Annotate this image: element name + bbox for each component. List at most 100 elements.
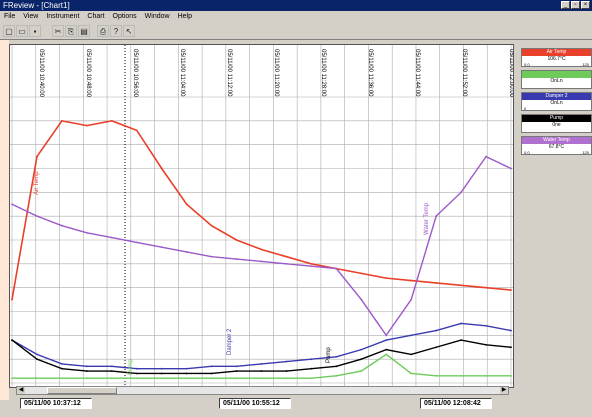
data-point bbox=[510, 346, 512, 349]
timestamp-cursor: 05/11/00 10:55:12 bbox=[219, 398, 291, 409]
menu-bar: File View Instrument Chart Options Windo… bbox=[0, 11, 592, 31]
data-point bbox=[385, 348, 388, 351]
data-point bbox=[160, 377, 163, 380]
data-point bbox=[210, 224, 213, 227]
data-point bbox=[285, 377, 288, 380]
data-point bbox=[435, 346, 438, 349]
data-point bbox=[335, 374, 338, 377]
restore-button[interactable]: ▫ bbox=[571, 1, 580, 9]
legend-water-temp[interactable]: Water Temp 67.8°C 0.0 120 bbox=[521, 136, 592, 155]
legend-name bbox=[522, 71, 591, 78]
data-point bbox=[310, 262, 313, 265]
data-point bbox=[135, 377, 138, 380]
time-tick-label: 05/11/00 11:28:00 bbox=[320, 49, 326, 97]
data-point bbox=[410, 372, 413, 375]
data-point bbox=[110, 370, 113, 372]
data-point bbox=[310, 377, 313, 380]
copy-icon[interactable]: ⎘ bbox=[65, 25, 77, 37]
menu-window[interactable]: Window bbox=[144, 13, 170, 20]
context-help-icon[interactable]: ↖ bbox=[123, 25, 135, 37]
data-point bbox=[160, 372, 163, 375]
data-point bbox=[435, 282, 438, 284]
data-point bbox=[335, 365, 338, 368]
data-point bbox=[485, 286, 487, 289]
time-tick-label: 05/11/00 11:36:00 bbox=[367, 49, 373, 97]
legend-value: 0ne bbox=[552, 122, 561, 128]
data-point bbox=[460, 284, 462, 287]
data-point bbox=[385, 353, 388, 356]
data-point bbox=[110, 236, 113, 239]
data-point bbox=[510, 374, 512, 377]
data-point bbox=[61, 363, 63, 365]
data-point bbox=[36, 155, 38, 158]
data-point bbox=[435, 374, 438, 377]
menu-instrument[interactable]: Instrument bbox=[46, 13, 80, 20]
series-line-air-temp bbox=[11, 119, 512, 300]
legend-name: Water Temp bbox=[522, 137, 591, 144]
data-point bbox=[235, 239, 238, 241]
data-point bbox=[36, 215, 38, 218]
data-point bbox=[160, 367, 163, 370]
legend-pump[interactable]: Pump 0ne bbox=[521, 114, 592, 133]
legend-min: 0.0 bbox=[524, 150, 530, 155]
menu-help[interactable]: Help bbox=[177, 13, 192, 20]
data-point bbox=[285, 360, 288, 363]
minimize-button[interactable]: _ bbox=[561, 1, 570, 9]
help-icon[interactable]: ? bbox=[110, 25, 122, 37]
scroll-right-button[interactable]: ▶ bbox=[500, 387, 508, 394]
open-icon[interactable]: ▭ bbox=[16, 25, 28, 37]
series-inline-label: Damper 2 bbox=[227, 328, 233, 355]
horizontal-scrollbar[interactable]: ◀ ▶ bbox=[16, 386, 509, 395]
legend-value: OnLn bbox=[550, 100, 563, 106]
data-point bbox=[235, 370, 238, 372]
data-point bbox=[61, 377, 63, 380]
new-icon[interactable]: ▢ bbox=[3, 25, 15, 37]
chart-panel[interactable]: 05/11/00 10:40:00 05/11/00 10:48:00 05/11/… bbox=[9, 44, 514, 388]
menu-file[interactable]: File bbox=[4, 13, 16, 20]
data-point bbox=[435, 215, 438, 218]
legend-name: Air Temp bbox=[522, 49, 591, 56]
data-point bbox=[485, 324, 487, 327]
menu-view[interactable]: View bbox=[23, 13, 39, 20]
data-point bbox=[360, 272, 363, 275]
timestamp-start: 05/11/00 10:37:12 bbox=[20, 398, 92, 409]
data-point bbox=[36, 377, 38, 380]
data-point bbox=[135, 241, 138, 244]
menu-options[interactable]: Options bbox=[112, 13, 137, 20]
data-point bbox=[260, 377, 263, 380]
data-point bbox=[85, 370, 88, 372]
legend-air-temp[interactable]: Air Temp 106.7°C 0.0 120 bbox=[521, 48, 592, 67]
data-point bbox=[285, 262, 288, 265]
legend-name: Damper 2 bbox=[522, 93, 591, 100]
data-point bbox=[135, 372, 138, 375]
menu-chart[interactable]: Chart bbox=[87, 13, 105, 20]
scroll-left-button[interactable]: ◀ bbox=[17, 387, 25, 394]
data-point bbox=[235, 365, 238, 368]
page-accent bbox=[0, 40, 9, 400]
chart-canvas[interactable]: 05/11/00 10:40:00 05/11/00 10:48:00 05/11/… bbox=[10, 45, 514, 387]
data-point bbox=[285, 370, 288, 372]
data-point bbox=[485, 155, 487, 158]
series-line-pump bbox=[11, 339, 512, 375]
paste-icon[interactable]: ▤ bbox=[78, 25, 90, 37]
data-point bbox=[61, 119, 63, 122]
data-point bbox=[11, 203, 13, 206]
save-icon[interactable]: ▪ bbox=[29, 25, 41, 37]
close-button[interactable]: × bbox=[581, 1, 590, 9]
data-point bbox=[460, 191, 462, 194]
data-point bbox=[335, 355, 338, 358]
print-icon[interactable]: ⎙ bbox=[97, 25, 109, 37]
data-point bbox=[410, 298, 413, 301]
data-point bbox=[85, 365, 88, 368]
scroll-thumb[interactable] bbox=[47, 387, 117, 394]
legend-value: 67.8°C bbox=[548, 144, 565, 150]
data-point bbox=[460, 322, 462, 325]
cut-icon[interactable]: ✂ bbox=[52, 25, 64, 37]
data-point bbox=[210, 372, 213, 375]
legend-damper-2[interactable]: Damper 2 OnLn 0 bbox=[521, 92, 592, 111]
data-point bbox=[135, 129, 138, 132]
data-point bbox=[11, 377, 13, 380]
legend-green-channel[interactable]: OnLn bbox=[521, 70, 592, 89]
data-point bbox=[510, 289, 512, 291]
data-point bbox=[435, 329, 438, 332]
